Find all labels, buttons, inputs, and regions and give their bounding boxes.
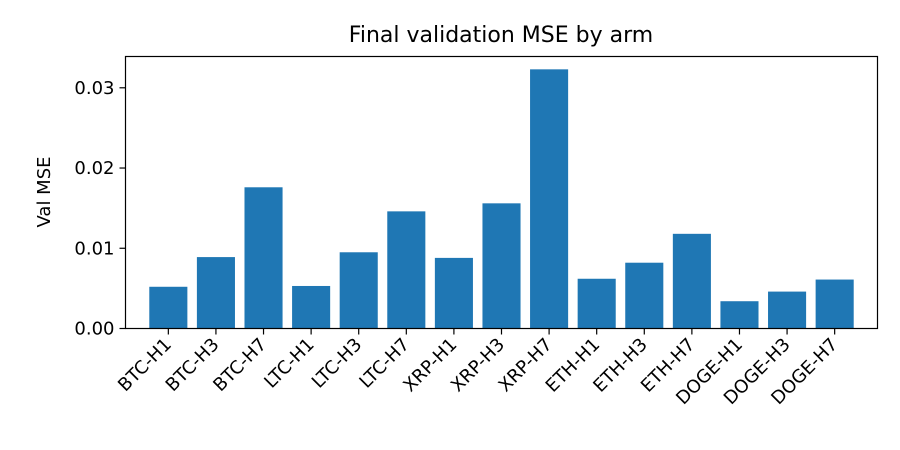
plot-frame bbox=[124, 55, 879, 330]
bar-btc-h1 bbox=[149, 286, 188, 329]
bar-ltc-h3 bbox=[339, 252, 378, 329]
bars-group bbox=[149, 69, 854, 329]
bar-xrp-h3 bbox=[482, 203, 521, 329]
x-axis: BTC-H1BTC-H3BTC-H7LTC-H1LTC-H3LTC-H7XRP-… bbox=[114, 328, 842, 409]
bar-doge-h1 bbox=[720, 301, 759, 329]
y-tick-label: 0.01 bbox=[74, 238, 114, 259]
bar-eth-h7 bbox=[672, 233, 711, 329]
bar-eth-h3 bbox=[625, 262, 664, 329]
y-tick-label: 0.02 bbox=[74, 158, 114, 179]
chart-title: Final validation MSE by arm bbox=[349, 23, 653, 48]
bar-doge-h7 bbox=[815, 279, 854, 329]
bar-xrp-h1 bbox=[434, 257, 473, 329]
y-axis-label: Val MSE bbox=[34, 157, 55, 228]
y-axis: 0.00 0.01 0.02 0.03 bbox=[74, 78, 126, 340]
bar-xrp-h7 bbox=[530, 69, 569, 329]
x-tick-label: LTC-H1 bbox=[260, 334, 318, 392]
x-tick-label: LTC-H3 bbox=[308, 334, 366, 392]
bar-eth-h1 bbox=[577, 278, 616, 329]
bar-ltc-h1 bbox=[292, 285, 331, 329]
bar-btc-h7 bbox=[244, 187, 283, 329]
y-tick-label: 0.00 bbox=[74, 319, 114, 340]
x-tick-label: BTC-H7 bbox=[209, 334, 271, 396]
bar-doge-h3 bbox=[768, 291, 807, 329]
y-tick-label: 0.03 bbox=[74, 78, 114, 99]
bar-btc-h3 bbox=[196, 257, 235, 329]
bar-ltc-h7 bbox=[387, 211, 426, 329]
